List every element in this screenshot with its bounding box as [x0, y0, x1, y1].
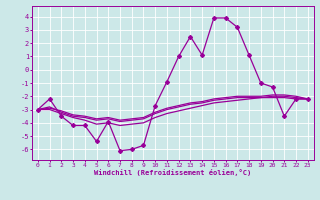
- X-axis label: Windchill (Refroidissement éolien,°C): Windchill (Refroidissement éolien,°C): [94, 169, 252, 176]
